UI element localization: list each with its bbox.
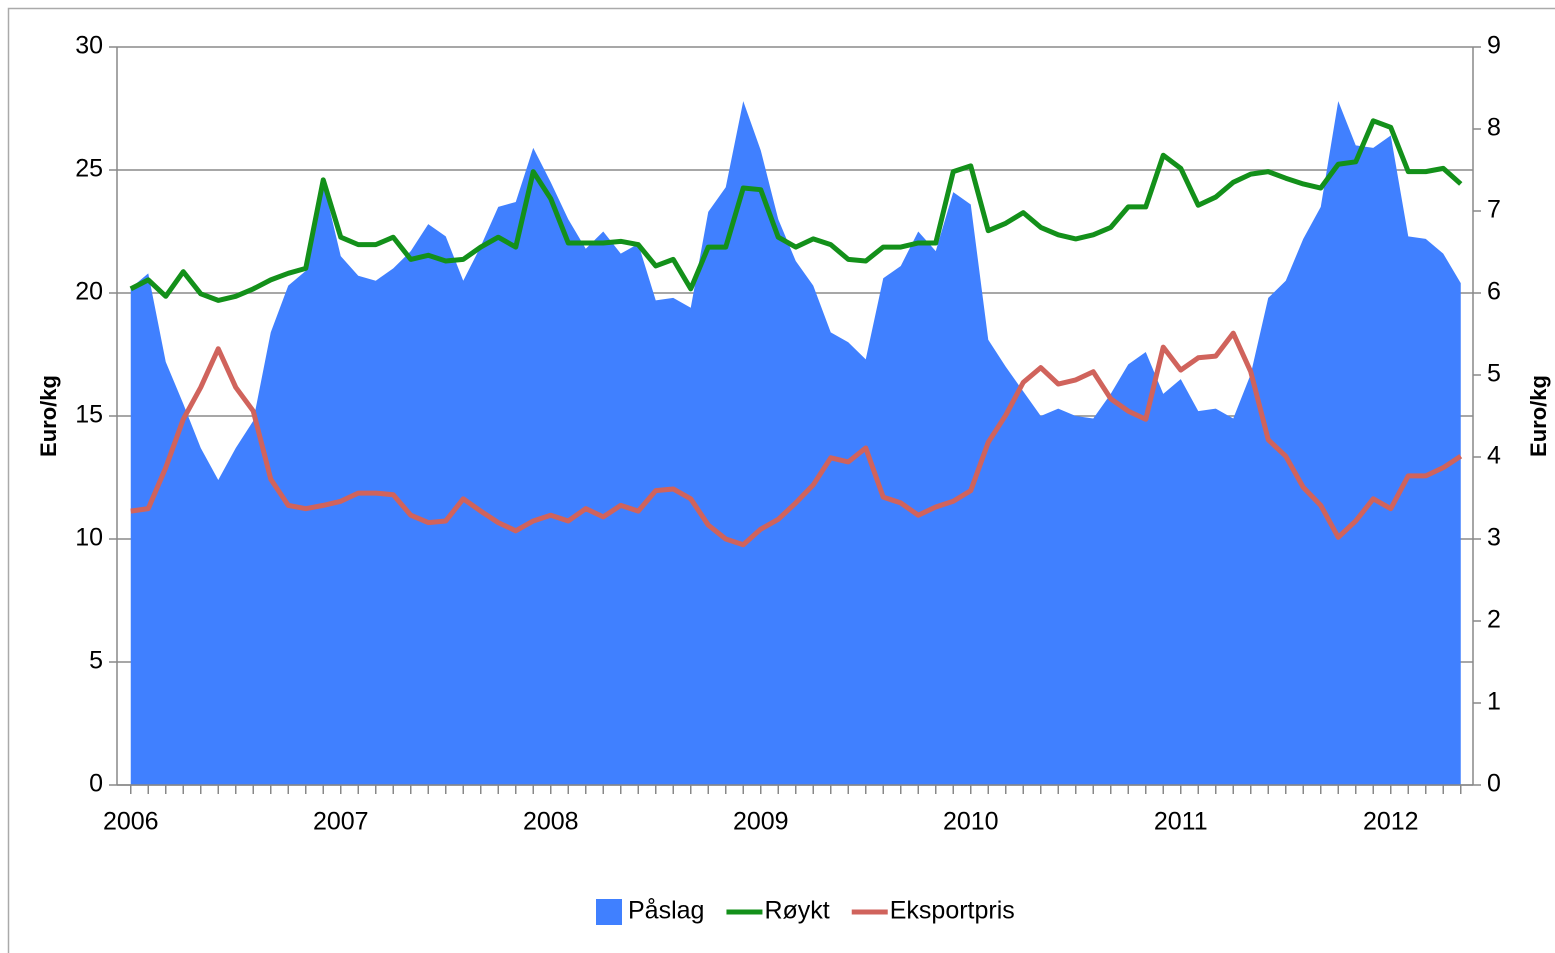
x-tick-label: 2011	[1154, 808, 1208, 836]
marks	[129, 101, 1463, 786]
x-tick-label: 2007	[313, 808, 369, 836]
y2-tick-label: 8	[1487, 114, 1501, 142]
y-tick-label: 10	[75, 524, 103, 552]
line	[130, 330, 1463, 548]
line	[129, 118, 1463, 303]
y2-tick-label: 5	[1487, 360, 1501, 388]
x-tick-label: 2009	[733, 808, 789, 836]
area	[130, 101, 1461, 786]
y-tick-label: 0	[89, 770, 103, 798]
y-tick-label: 5	[89, 647, 103, 675]
y-tick-label: 25	[75, 155, 103, 183]
y2-tick-label: 9	[1487, 32, 1501, 60]
y2-tick-label: 0	[1487, 770, 1501, 798]
x-tick-label: 2012	[1363, 808, 1419, 836]
legend-label: Eksportpris	[890, 897, 1015, 925]
y2-tick-label: 1	[1487, 688, 1501, 716]
chart-border	[7, 7, 1555, 953]
y2-tick-label: 4	[1487, 442, 1501, 470]
legend-label: Påslag	[628, 897, 704, 925]
y2-tick-label: 2	[1487, 606, 1501, 634]
y-tick-label: 30	[75, 32, 103, 60]
legend: Påslag Røykt Eksportpris	[596, 897, 1015, 925]
x-tick-label: 2008	[523, 808, 579, 836]
y2-axis-title: Euro/kg	[1526, 375, 1551, 457]
legend-label: Røykt	[764, 897, 829, 925]
y2-tick-label: 3	[1487, 524, 1501, 552]
x-tick-label: 2010	[943, 808, 999, 836]
y-tick-label: 20	[75, 278, 103, 306]
y-tick-label: 15	[75, 401, 103, 429]
axes: 0 5 10 15 20 25 30 0 1 2 3 4 5 6 7 8 9 2006 2007 2008 2009 20…	[75, 32, 1501, 836]
y-axis-title: Euro/kg	[36, 375, 61, 457]
y2-tick-label: 7	[1487, 196, 1501, 224]
y2-tick-label: 6	[1487, 278, 1501, 306]
legend-swatch	[596, 899, 622, 925]
x-tick-label: 2006	[103, 808, 159, 836]
